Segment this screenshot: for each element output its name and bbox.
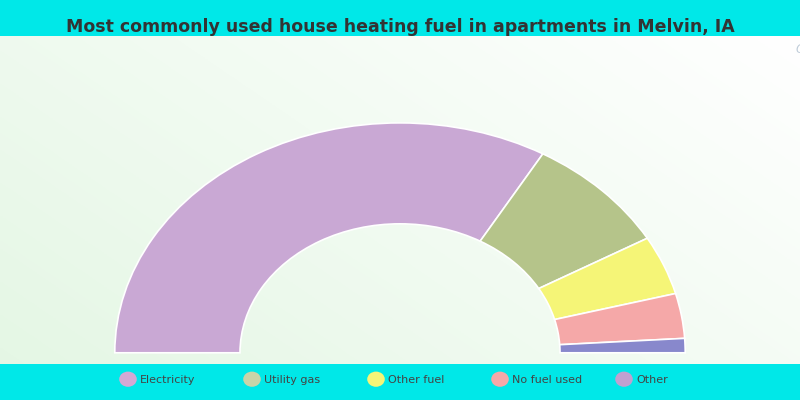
Text: No fuel used: No fuel used — [512, 375, 582, 385]
Wedge shape — [480, 154, 647, 288]
Text: Most commonly used house heating fuel in apartments in Melvin, IA: Most commonly used house heating fuel in… — [66, 18, 734, 36]
Text: Electricity: Electricity — [140, 375, 195, 385]
Ellipse shape — [491, 372, 509, 387]
Ellipse shape — [367, 372, 385, 387]
Wedge shape — [538, 238, 675, 320]
Text: City-Data.com: City-Data.com — [796, 42, 800, 56]
Ellipse shape — [119, 372, 137, 387]
Text: Utility gas: Utility gas — [264, 375, 320, 385]
Text: Other: Other — [636, 375, 668, 385]
Text: Other fuel: Other fuel — [388, 375, 444, 385]
Wedge shape — [554, 294, 685, 345]
Wedge shape — [560, 338, 686, 353]
Ellipse shape — [615, 372, 633, 387]
Wedge shape — [114, 123, 543, 353]
Ellipse shape — [243, 372, 261, 387]
